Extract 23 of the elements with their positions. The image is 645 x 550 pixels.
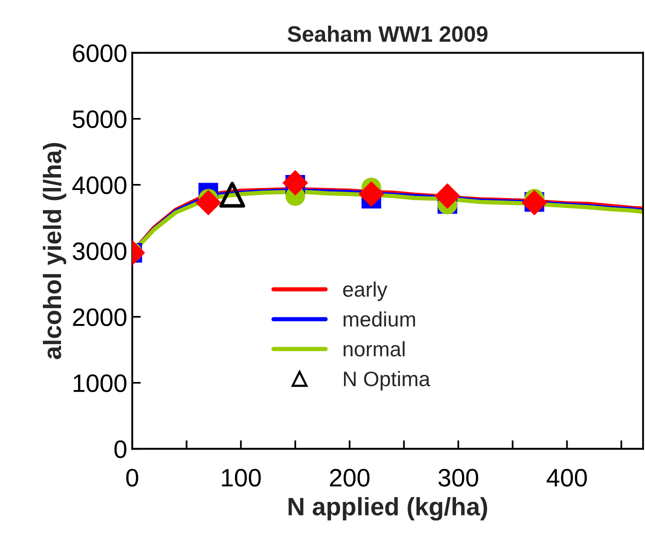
x-tick-label: 300 xyxy=(438,468,478,487)
y-tick-label: 0 xyxy=(114,440,126,458)
chart-title: Seaham WW1 2009 xyxy=(288,26,488,42)
legend-label: medium xyxy=(344,311,415,327)
y-axis-title: alcohol yield (l/ha) xyxy=(42,142,66,360)
y-tick-label: 4000 xyxy=(72,176,126,194)
point xyxy=(434,183,460,209)
legend-label: normal xyxy=(344,341,405,356)
x-tick-label: 0 xyxy=(126,468,138,487)
legend-label: N Optima xyxy=(344,371,430,390)
x-tick-label: 200 xyxy=(330,468,370,487)
legend-label: early xyxy=(343,282,388,301)
point xyxy=(219,182,246,208)
y-tick-label: 5000 xyxy=(72,110,126,128)
x-axis-title: N applied (kg/ha) xyxy=(288,497,488,521)
y-tick-label: 3000 xyxy=(72,242,126,260)
x-tick-label: 400 xyxy=(546,468,587,487)
point xyxy=(196,190,222,216)
x-tick-label: 100 xyxy=(222,468,261,487)
y-tick-label: 1000 xyxy=(74,374,126,392)
y-tick-label: 6000 xyxy=(73,44,126,62)
point xyxy=(358,181,384,207)
y-tick-label: 2000 xyxy=(73,308,126,326)
